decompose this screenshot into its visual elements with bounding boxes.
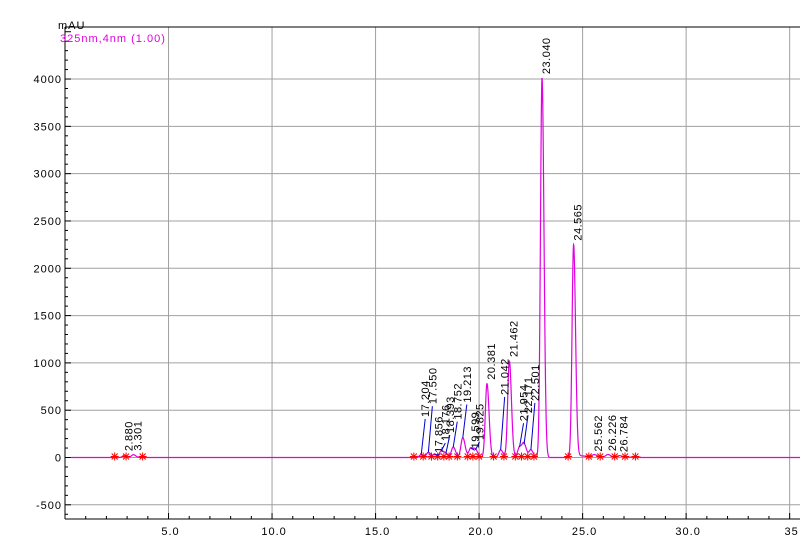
y-tick-label: 0 bbox=[55, 453, 62, 465]
peak-label: 19.825 bbox=[474, 403, 486, 440]
integration-mark bbox=[410, 453, 418, 461]
series-label: 325nm,4nm (1.00) bbox=[60, 33, 166, 45]
peak-label: 19.213 bbox=[462, 366, 474, 403]
peak-label: 17.550 bbox=[427, 367, 439, 404]
integration-mark bbox=[585, 453, 593, 461]
peak-label: 26.784 bbox=[619, 415, 631, 452]
peak-label: 26.226 bbox=[607, 414, 619, 451]
y-tick-label: 2000 bbox=[34, 263, 62, 275]
peak-label: 3.301 bbox=[132, 421, 144, 451]
integration-mark bbox=[530, 453, 538, 461]
integration-mark bbox=[122, 453, 130, 461]
integration-mark bbox=[564, 453, 572, 461]
y-tick-label: 2500 bbox=[34, 216, 62, 228]
integration-mark bbox=[621, 453, 629, 461]
integration-mark bbox=[419, 453, 427, 461]
integration-mark bbox=[453, 453, 461, 461]
x-tick-label: 20.0 bbox=[468, 526, 493, 538]
y-tick-label: 1500 bbox=[34, 311, 62, 323]
y-tick-label: 4000 bbox=[34, 74, 62, 86]
x-tick-label: 10.0 bbox=[261, 526, 286, 538]
peak-label: 20.381 bbox=[486, 343, 498, 380]
x-tick-label: 15.0 bbox=[365, 526, 390, 538]
y-tick-label: 500 bbox=[41, 405, 62, 417]
integration-mark bbox=[139, 453, 147, 461]
x-tick-label: 5.0 bbox=[161, 526, 179, 538]
integration-mark bbox=[490, 453, 498, 461]
x-tick-label: 25.0 bbox=[572, 526, 597, 538]
peak-label: 21.462 bbox=[508, 320, 520, 357]
peak-label: 21.042 bbox=[500, 358, 512, 395]
peak-label: 25.562 bbox=[593, 415, 605, 452]
peak-label: 24.565 bbox=[573, 204, 585, 241]
integration-mark bbox=[111, 453, 119, 461]
y-tick-label: -500 bbox=[36, 500, 62, 512]
integration-mark bbox=[611, 453, 619, 461]
integration-mark bbox=[596, 453, 604, 461]
y-tick-label: 3000 bbox=[34, 169, 62, 181]
integration-mark bbox=[500, 453, 508, 461]
integration-mark bbox=[631, 453, 639, 461]
x-tick-label: 30.0 bbox=[675, 526, 700, 538]
y-tick-label: 3500 bbox=[34, 121, 62, 133]
y-tick-label: 1000 bbox=[34, 358, 62, 370]
integration-mark bbox=[475, 453, 483, 461]
y-axis-label: mAU bbox=[58, 20, 85, 32]
x-tick-label: 35 bbox=[785, 526, 799, 538]
peak-label: 23.040 bbox=[541, 37, 553, 74]
peak-label: 22.501 bbox=[530, 364, 542, 401]
